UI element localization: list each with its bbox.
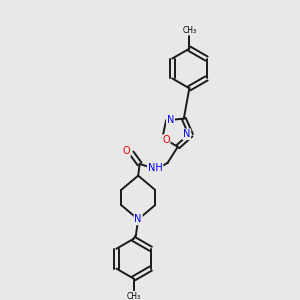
Text: N: N xyxy=(183,129,190,139)
Text: N: N xyxy=(134,214,142,224)
Text: NH: NH xyxy=(148,164,163,173)
Text: CH₃: CH₃ xyxy=(183,26,197,35)
Text: O: O xyxy=(162,135,170,145)
Text: O: O xyxy=(122,146,130,156)
Text: N: N xyxy=(167,115,174,125)
Text: CH₃: CH₃ xyxy=(127,292,141,300)
